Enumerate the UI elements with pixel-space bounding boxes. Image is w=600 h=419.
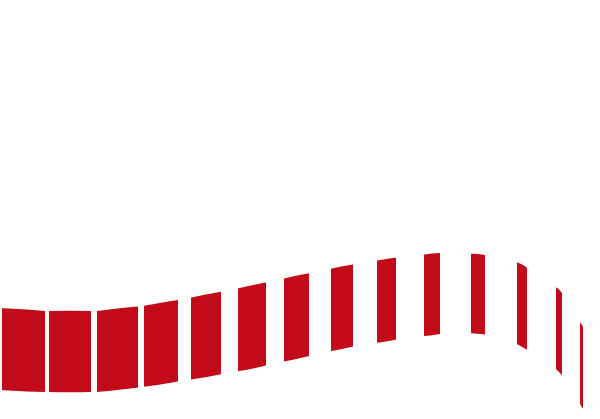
stripe-5 (191, 291, 221, 380)
wavy-stripes-group (2, 253, 583, 409)
stripe-2 (49, 310, 91, 393)
stripe-7 (284, 273, 309, 362)
stripe-11 (471, 253, 485, 335)
stripe-6 (238, 282, 266, 372)
stripe-13 (556, 287, 562, 376)
stripe-1 (2, 308, 45, 392)
stripe-9 (377, 257, 396, 343)
stripe-4 (144, 299, 178, 387)
stripe-10 (424, 253, 440, 336)
stripe-14 (580, 322, 583, 409)
stripe-12 (517, 262, 527, 350)
stripe-8 (331, 264, 353, 352)
stripe-3 (97, 306, 138, 392)
